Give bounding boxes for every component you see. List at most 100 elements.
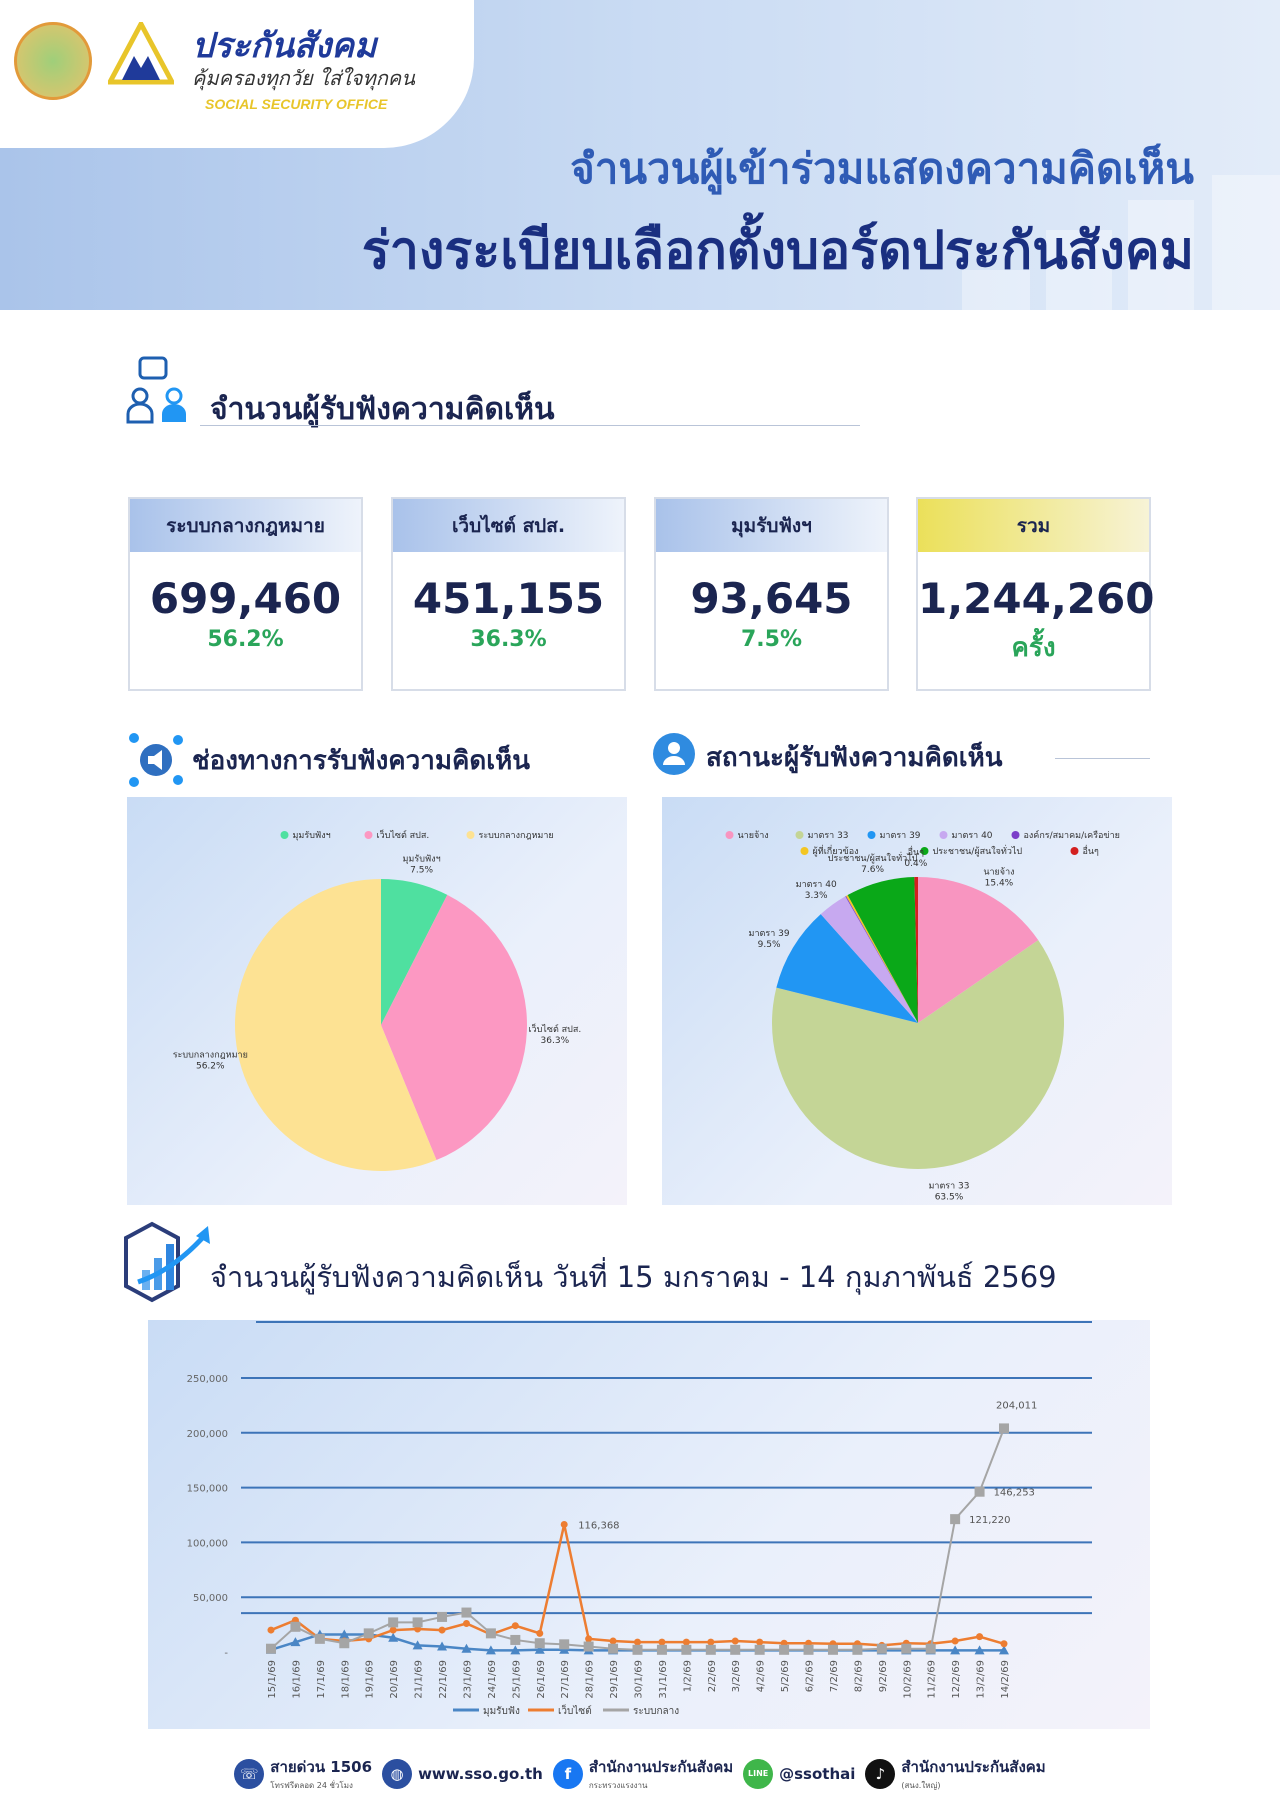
user-profile-icon — [653, 733, 695, 775]
pie-slice — [847, 877, 918, 1023]
pie-slice — [918, 877, 1039, 1023]
data-point — [608, 1643, 619, 1654]
data-point — [388, 1632, 399, 1642]
facebook-sub: กระทรวงแรงงาน — [588, 1781, 648, 1790]
hotline[interactable]: ☏ สายด่วน 1506 โทรฟรีตลอด 24 ชั่วโมง — [234, 1755, 372, 1792]
data-point — [389, 1626, 397, 1634]
data-point — [656, 1644, 667, 1655]
x-tick-label: 4/2/69 — [756, 1660, 767, 1692]
data-point — [510, 1634, 521, 1645]
x-tick-label: 11/2/69 — [927, 1660, 938, 1699]
x-tick-label: 31/1/69 — [658, 1660, 669, 1699]
x-tick-label: 2/2/69 — [707, 1660, 718, 1692]
card-label: เว็บไซต์ สปส. — [393, 499, 624, 552]
channel-pie-chart: มุมรับฟังฯ เว็บไซต์ สปส. ระบบกลางกฎหมาย มุม… — [127, 797, 627, 1205]
x-tick-label: 16/1/69 — [291, 1660, 302, 1699]
legend-label: ผู้ที่เกี่ยวข้อง — [813, 844, 859, 857]
data-point — [999, 1423, 1009, 1434]
data-point — [510, 1645, 521, 1655]
divider — [1055, 758, 1150, 759]
data-point — [681, 1644, 692, 1655]
data-point — [632, 1644, 643, 1655]
x-tick-label: 30/1/69 — [634, 1660, 645, 1699]
slice-label: เว็บไซต์ สปส. — [528, 1022, 581, 1035]
card-percent: 36.3% — [470, 627, 547, 652]
pie-slice — [381, 879, 448, 1025]
pie-slice — [776, 914, 918, 1023]
x-tick-label: 27/1/69 — [560, 1660, 571, 1699]
data-point — [290, 1637, 301, 1647]
audience-chat-icon — [126, 356, 186, 424]
legend-label: มุมรับฟัง — [483, 1706, 520, 1717]
data-point — [925, 1643, 936, 1654]
tiktok-link[interactable]: ♪ สำนักงานประกันสังคม (สนง.ใหญ่) — [865, 1755, 1046, 1792]
brand-slogan: คุ้มครองทุกวัย ใส่ใจทุกคน — [192, 66, 415, 90]
data-point — [438, 1626, 446, 1634]
data-point — [290, 1621, 301, 1632]
data-label: 121,220 — [969, 1515, 1010, 1526]
data-point — [950, 1514, 961, 1525]
slice-label: ระบบกลางกฎหมาย — [173, 1051, 248, 1061]
slice-percent: 56.2% — [196, 1062, 225, 1072]
data-label: 146,253 — [994, 1488, 1035, 1499]
series-line-ระบบกลาง — [270, 1428, 1005, 1651]
data-point — [559, 1639, 570, 1650]
data-point — [852, 1644, 863, 1655]
divider — [200, 425, 860, 426]
data-point — [363, 1628, 374, 1639]
facebook-text: สำนักงานประกันสังคม — [588, 1758, 734, 1776]
legend-label: นายจ้าง — [738, 830, 769, 841]
slice-label: มาตรา 40 — [796, 880, 837, 890]
phone-icon: ☏ — [234, 1758, 265, 1789]
data-point — [485, 1628, 496, 1639]
daily-line-chart: - 50,000 100,000 150,000 200,000 250,000 15/1/… — [148, 1320, 1150, 1729]
tiktok-icon: ♪ — [865, 1758, 896, 1789]
data-point — [705, 1644, 716, 1655]
facebook-icon: f — [552, 1758, 583, 1789]
card-listening-corner: มุมรับฟังฯ 93,645 7.5% — [654, 497, 889, 691]
data-point — [461, 1607, 472, 1618]
data-point — [999, 1645, 1009, 1655]
data-point — [437, 1641, 448, 1651]
legend-swatch — [364, 831, 373, 839]
x-tick-label: 13/2/69 — [976, 1660, 987, 1699]
title-line-2: ร่างระเบียบเลือกตั้งบอร์ดประกันสังคม — [361, 221, 1194, 281]
globe-icon: ◍ — [382, 1758, 413, 1789]
data-point — [485, 1645, 496, 1655]
megaphone-network-icon — [129, 733, 183, 787]
slice-label: มุมรับฟังฯ — [403, 855, 441, 865]
website-link[interactable]: ◍ www.sso.go.th — [382, 1758, 543, 1789]
data-point — [388, 1617, 399, 1628]
card-label: มุมรับฟังฯ — [656, 499, 887, 552]
data-point — [779, 1644, 790, 1655]
data-point — [339, 1629, 350, 1639]
hotline-text: สายด่วน 1506 — [270, 1758, 373, 1776]
card-value: 1,244,260 — [918, 574, 1155, 623]
data-point — [609, 1637, 617, 1645]
sso-logo — [108, 22, 174, 85]
card-total: รวม 1,244,260 ครั้ง — [916, 497, 1155, 691]
data-point — [585, 1635, 593, 1643]
data-point — [803, 1644, 814, 1655]
data-point — [560, 1520, 568, 1528]
pie-slice — [772, 940, 1064, 1169]
slice-label: ประชาชน/ผู้สนใจทั่วไป — [828, 851, 918, 864]
x-tick-label: 8/2/69 — [853, 1660, 864, 1692]
slice-label: อื่นๆ — [908, 845, 925, 858]
card-label: รวม — [918, 499, 1149, 552]
legend-swatch — [795, 831, 804, 839]
data-point — [412, 1640, 423, 1650]
slice-percent: 36.3% — [541, 1036, 570, 1046]
card-label: ระบบกลางกฎหมาย — [130, 499, 361, 552]
data-point — [951, 1637, 959, 1645]
legend-swatch — [939, 831, 948, 839]
data-point — [511, 1622, 519, 1630]
data-point — [1000, 1640, 1008, 1648]
section-heading-channels: ช่องทางการรับฟังความคิดเห็น — [192, 746, 531, 776]
x-tick-label: 15/1/69 — [267, 1660, 278, 1699]
facebook-link[interactable]: f สำนักงานประกันสังคมกระทรวงแรงงาน — [552, 1755, 734, 1792]
data-point — [876, 1643, 887, 1654]
line-link[interactable]: LINE @ssothai — [743, 1758, 855, 1789]
y-tick-label: 100,000 — [187, 1538, 228, 1549]
x-tick-label: 1/2/69 — [682, 1660, 693, 1692]
